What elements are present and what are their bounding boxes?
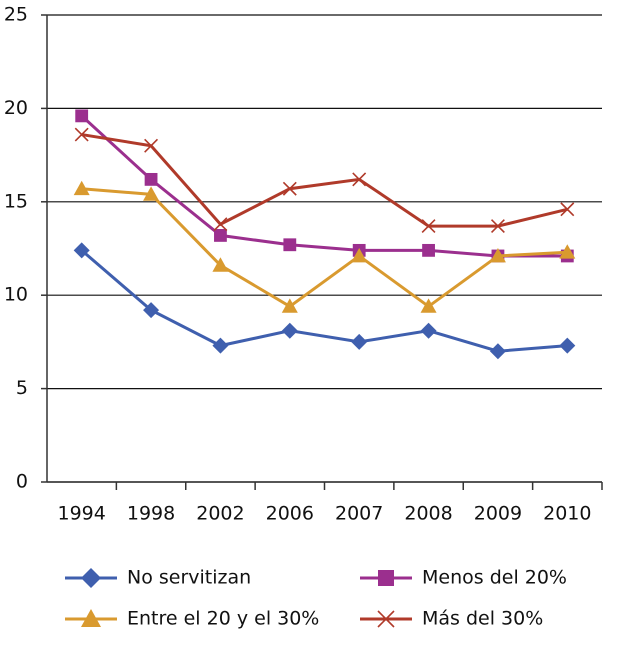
marker (351, 333, 368, 350)
y-tick-label: 15 (4, 190, 28, 212)
x-tick-label: 1994 (58, 503, 106, 525)
legend-label: Menos del 20% (422, 567, 567, 589)
x-tick-label: 2007 (335, 503, 383, 525)
x-tick-label: 2008 (404, 503, 452, 525)
marker (377, 610, 395, 628)
marker (559, 244, 576, 259)
marker (144, 138, 159, 153)
marker (490, 219, 505, 234)
series-line (81, 133, 568, 228)
series-line (81, 187, 568, 309)
marker (73, 180, 90, 196)
marker (73, 242, 90, 259)
x-tick-label: 1998 (127, 503, 175, 525)
marker (75, 109, 89, 123)
marker (422, 243, 435, 257)
marker (281, 298, 298, 313)
marker (281, 322, 298, 339)
marker (351, 247, 368, 263)
marker (144, 172, 158, 186)
legend-label: No servitizan (127, 567, 251, 589)
marker (282, 181, 297, 196)
marker (489, 343, 506, 360)
x-tick-label: 2009 (474, 503, 522, 525)
marker (559, 337, 576, 354)
marker (378, 570, 394, 586)
legend-label: Entre el 20 y el 30% (127, 608, 319, 630)
marker (74, 127, 89, 142)
y-tick-label: 25 (4, 4, 28, 26)
marker (352, 172, 367, 187)
legend-label: Más del 30% (422, 608, 543, 630)
y-tick-label: 20 (4, 97, 28, 119)
marker (420, 298, 437, 313)
marker (143, 302, 160, 319)
x-tick-label: 2006 (266, 503, 314, 525)
marker (213, 217, 228, 232)
marker (212, 257, 229, 272)
marker (214, 229, 227, 242)
marker (421, 219, 436, 234)
y-tick-label: 0 (16, 471, 28, 493)
x-tick-label: 2010 (543, 503, 591, 525)
marker (212, 337, 229, 354)
marker (283, 238, 297, 252)
marker (81, 609, 101, 627)
x-tick-label: 2002 (196, 503, 244, 525)
marker (143, 186, 160, 201)
marker (489, 247, 506, 263)
marker (420, 322, 437, 339)
series-line (80, 249, 568, 353)
marker (560, 202, 575, 217)
series-line (80, 114, 568, 258)
marker (81, 568, 101, 588)
y-tick-label: 5 (16, 377, 28, 399)
y-tick-label: 10 (4, 284, 28, 306)
